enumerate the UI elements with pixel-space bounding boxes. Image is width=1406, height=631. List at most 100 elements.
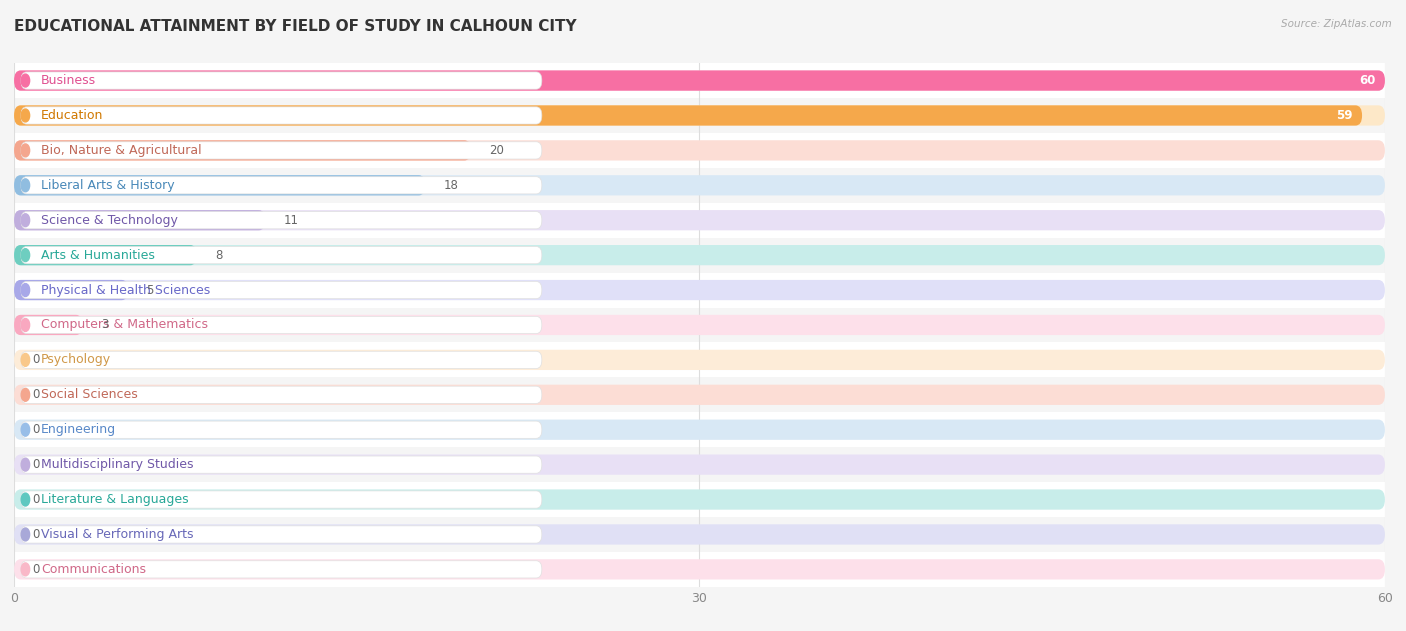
FancyBboxPatch shape — [14, 559, 1385, 579]
FancyBboxPatch shape — [21, 107, 541, 124]
Bar — [14, 273, 1385, 307]
Bar — [14, 98, 1385, 133]
Text: Psychology: Psychology — [41, 353, 111, 367]
FancyBboxPatch shape — [21, 491, 541, 508]
Bar — [14, 133, 1385, 168]
Text: Physical & Health Sciences: Physical & Health Sciences — [41, 283, 211, 297]
Bar — [14, 552, 1385, 587]
Text: 0: 0 — [32, 458, 39, 471]
Bar — [14, 63, 1385, 98]
Bar — [14, 307, 1385, 343]
FancyBboxPatch shape — [21, 316, 541, 334]
FancyBboxPatch shape — [14, 350, 1385, 370]
Text: Science & Technology: Science & Technology — [41, 214, 179, 227]
FancyBboxPatch shape — [14, 71, 1385, 91]
Text: 59: 59 — [1337, 109, 1353, 122]
FancyBboxPatch shape — [14, 71, 1385, 91]
Circle shape — [21, 144, 30, 157]
Bar — [14, 343, 1385, 377]
FancyBboxPatch shape — [14, 315, 83, 335]
FancyBboxPatch shape — [14, 245, 1385, 265]
Bar — [14, 482, 1385, 517]
Circle shape — [21, 528, 30, 541]
Bar — [14, 447, 1385, 482]
Text: Computers & Mathematics: Computers & Mathematics — [41, 319, 208, 331]
Text: Engineering: Engineering — [41, 423, 117, 436]
FancyBboxPatch shape — [21, 351, 541, 369]
Text: Source: ZipAtlas.com: Source: ZipAtlas.com — [1281, 19, 1392, 29]
Text: Visual & Performing Arts: Visual & Performing Arts — [41, 528, 194, 541]
FancyBboxPatch shape — [14, 175, 426, 196]
FancyBboxPatch shape — [14, 454, 1385, 475]
FancyBboxPatch shape — [21, 142, 541, 159]
Text: Social Sciences: Social Sciences — [41, 388, 138, 401]
Circle shape — [21, 109, 30, 122]
FancyBboxPatch shape — [14, 420, 1385, 440]
Bar — [14, 377, 1385, 412]
FancyBboxPatch shape — [21, 72, 541, 89]
FancyBboxPatch shape — [14, 140, 1385, 160]
Text: 8: 8 — [215, 249, 222, 262]
Circle shape — [21, 493, 30, 506]
Circle shape — [21, 388, 30, 401]
Text: 0: 0 — [32, 388, 39, 401]
FancyBboxPatch shape — [14, 245, 197, 265]
FancyBboxPatch shape — [21, 247, 541, 264]
Text: EDUCATIONAL ATTAINMENT BY FIELD OF STUDY IN CALHOUN CITY: EDUCATIONAL ATTAINMENT BY FIELD OF STUDY… — [14, 19, 576, 34]
Circle shape — [21, 563, 30, 576]
FancyBboxPatch shape — [21, 561, 541, 578]
Text: 0: 0 — [32, 528, 39, 541]
FancyBboxPatch shape — [21, 421, 541, 439]
Text: 11: 11 — [284, 214, 298, 227]
Text: 60: 60 — [1360, 74, 1376, 87]
FancyBboxPatch shape — [14, 105, 1362, 126]
FancyBboxPatch shape — [14, 140, 471, 160]
Bar — [14, 238, 1385, 273]
FancyBboxPatch shape — [14, 524, 1385, 545]
Text: Communications: Communications — [41, 563, 146, 576]
FancyBboxPatch shape — [14, 210, 266, 230]
Text: 0: 0 — [32, 563, 39, 576]
FancyBboxPatch shape — [21, 211, 541, 229]
Circle shape — [21, 458, 30, 471]
Text: 0: 0 — [32, 493, 39, 506]
FancyBboxPatch shape — [14, 175, 1385, 196]
Text: 0: 0 — [32, 353, 39, 367]
Text: Liberal Arts & History: Liberal Arts & History — [41, 179, 174, 192]
Circle shape — [21, 179, 30, 192]
Text: Education: Education — [41, 109, 104, 122]
Text: 5: 5 — [146, 283, 153, 297]
FancyBboxPatch shape — [14, 490, 1385, 510]
Text: 20: 20 — [489, 144, 505, 157]
Text: 18: 18 — [444, 179, 458, 192]
FancyBboxPatch shape — [21, 177, 541, 194]
FancyBboxPatch shape — [21, 456, 541, 473]
Text: Arts & Humanities: Arts & Humanities — [41, 249, 155, 262]
Text: Bio, Nature & Agricultural: Bio, Nature & Agricultural — [41, 144, 201, 157]
Circle shape — [21, 423, 30, 436]
Text: Multidisciplinary Studies: Multidisciplinary Studies — [41, 458, 194, 471]
FancyBboxPatch shape — [21, 526, 541, 543]
FancyBboxPatch shape — [14, 210, 1385, 230]
FancyBboxPatch shape — [21, 281, 541, 298]
FancyBboxPatch shape — [14, 385, 1385, 405]
FancyBboxPatch shape — [14, 315, 1385, 335]
Circle shape — [21, 353, 30, 367]
Bar — [14, 517, 1385, 552]
Circle shape — [21, 74, 30, 87]
FancyBboxPatch shape — [14, 280, 1385, 300]
Bar — [14, 168, 1385, 203]
Circle shape — [21, 214, 30, 227]
FancyBboxPatch shape — [21, 386, 541, 403]
FancyBboxPatch shape — [14, 105, 1385, 126]
Circle shape — [21, 319, 30, 331]
Circle shape — [21, 249, 30, 262]
Bar — [14, 412, 1385, 447]
Text: 0: 0 — [32, 423, 39, 436]
FancyBboxPatch shape — [14, 280, 128, 300]
Text: Literature & Languages: Literature & Languages — [41, 493, 188, 506]
Text: 3: 3 — [101, 319, 108, 331]
Circle shape — [21, 283, 30, 297]
Bar — [14, 203, 1385, 238]
Text: Business: Business — [41, 74, 96, 87]
